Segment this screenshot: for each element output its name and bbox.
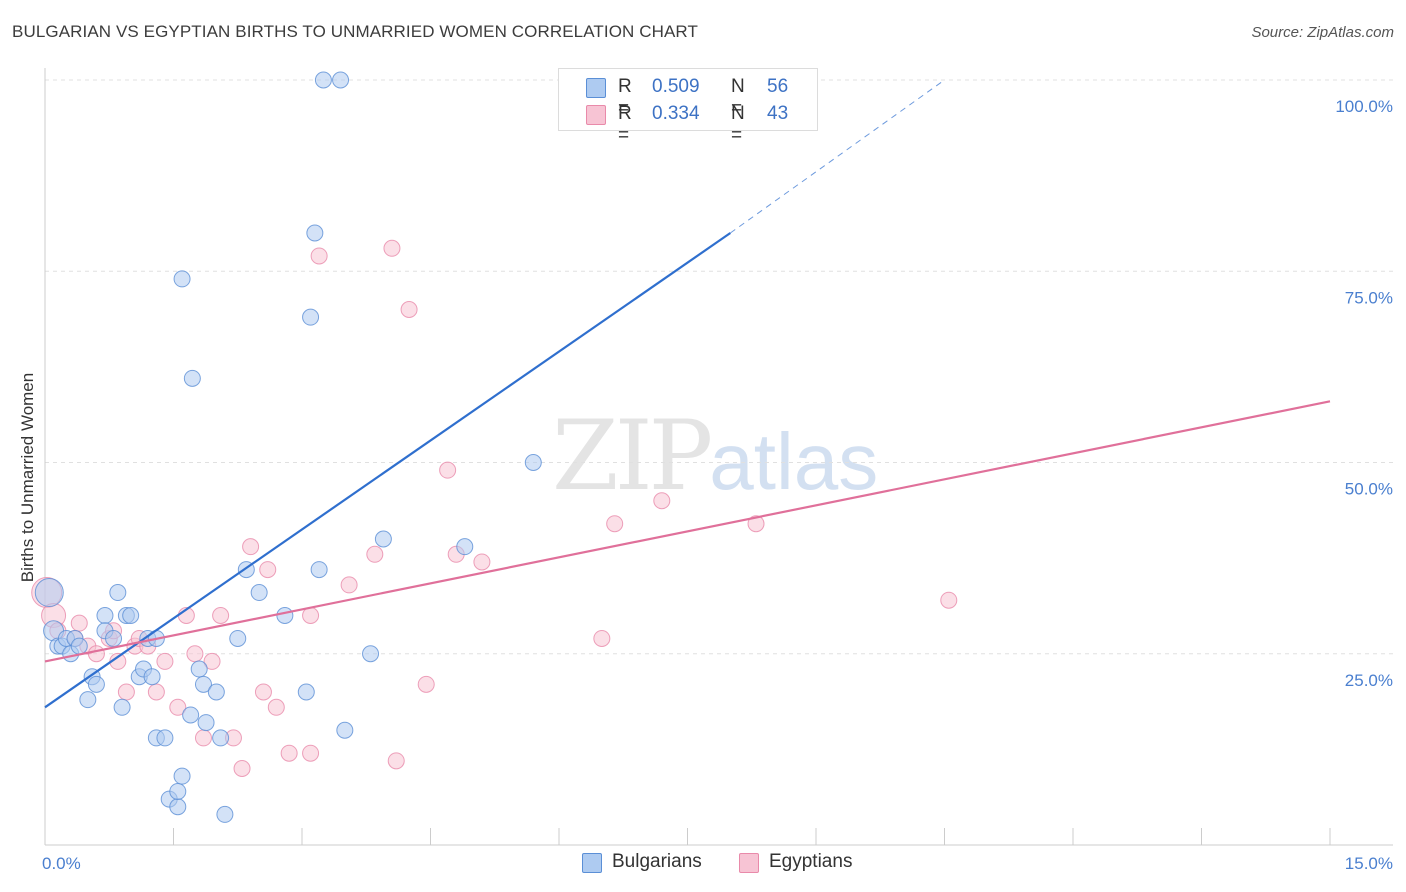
bulgarian-point — [310, 561, 328, 579]
bulgarian-point — [190, 660, 208, 678]
legend-r-label: R = — [618, 103, 632, 146]
egyptian-point — [169, 698, 187, 716]
egyptian-point — [156, 652, 174, 670]
watermark-zip: ZIP — [552, 400, 713, 512]
bulgarian-point — [182, 706, 200, 724]
bulgarian-point — [276, 607, 294, 624]
bulgarian-point — [169, 798, 187, 816]
bulgarian-point — [207, 683, 225, 701]
legend-r-value: 0.334 — [652, 103, 700, 124]
x-tick-label-min: 0.0% — [42, 854, 81, 873]
legend-r-value: 0.509 — [652, 76, 700, 97]
egyptian-point — [212, 607, 230, 624]
egyptian-point — [87, 645, 105, 663]
egyptian-point — [606, 515, 624, 533]
legend-r-label: R = — [618, 76, 632, 119]
egyptian-point — [400, 301, 418, 318]
source-label: Source: ZipAtlas.com — [1251, 24, 1394, 41]
egyptian-point — [267, 698, 285, 716]
bottom-legend-label-bulgarians: Bulgarians — [612, 851, 702, 872]
bottom-legend-swatch-bulgarians — [582, 853, 602, 873]
bottom-legend-swatch-egyptians — [739, 853, 759, 873]
egyptian-point — [593, 629, 611, 647]
bulgarian-point — [169, 782, 187, 800]
y-tick-label: 50.0% — [1345, 480, 1393, 499]
legend-swatch-egyptians — [586, 105, 606, 125]
egyptian-point — [302, 744, 320, 762]
bulgarian-point — [524, 454, 542, 471]
egyptian-point — [473, 553, 491, 571]
egyptian-point — [117, 683, 135, 701]
bulgarian-point — [336, 721, 354, 739]
bulgarian-point — [197, 714, 215, 732]
bulgarian-point — [109, 584, 127, 602]
watermark-atlas: atlas — [709, 417, 879, 506]
bulgarian-point — [173, 270, 191, 288]
bulgarian-point — [194, 675, 212, 693]
bulgarian-point — [183, 369, 201, 387]
egyptian-point — [387, 752, 405, 770]
bulgarian-point — [314, 71, 332, 89]
bulgarian-point — [34, 578, 64, 608]
egyptian-point — [383, 239, 401, 257]
egyptian-point — [940, 591, 958, 609]
bulgarian-point — [212, 729, 230, 747]
bulgarian-point — [87, 675, 105, 693]
y-axis-title: Births to Unmarried Women — [18, 373, 37, 582]
egyptian-point — [366, 545, 384, 563]
bulgarians-trend-line — [44, 232, 731, 709]
egyptian-point — [417, 675, 435, 693]
legend-swatch-bulgarians — [586, 78, 606, 98]
bulgarian-point — [297, 683, 315, 701]
egyptian-point — [747, 515, 765, 533]
y-tick-label: 25.0% — [1345, 671, 1393, 690]
bulgarian-point — [143, 668, 161, 686]
bulgarian-point — [113, 698, 131, 716]
bulgarian-point — [105, 629, 123, 647]
egyptian-point — [653, 492, 671, 510]
x-tick-label-max: 15.0% — [1345, 854, 1393, 873]
bulgarian-point — [173, 767, 191, 785]
chart-title: BULGARIAN VS EGYPTIAN BIRTHS TO UNMARRIE… — [12, 22, 698, 41]
y-tick-label: 100.0% — [1335, 97, 1393, 116]
egyptian-point — [70, 614, 88, 632]
bulgarian-point — [456, 538, 474, 556]
egyptian-point — [242, 538, 260, 556]
bulgarian-point — [96, 607, 114, 624]
bulgarian-point — [374, 530, 392, 548]
egyptian-point — [186, 645, 204, 663]
bulgarian-point — [79, 691, 97, 709]
egyptian-point — [439, 461, 457, 479]
y-tick-label: 75.0% — [1345, 288, 1393, 307]
bottom-legend-label-egyptians: Egyptians — [769, 851, 853, 872]
bulgarian-point — [302, 308, 320, 326]
bulgarian-point — [332, 71, 350, 89]
egyptian-point — [203, 652, 221, 670]
bulgarian-point — [156, 729, 174, 747]
bulgarian-point — [362, 645, 380, 663]
legend-n-label: N = — [731, 76, 745, 119]
correlation-legend: R = 0.509 N = 56 R = 0.334 N = 43 — [558, 68, 818, 146]
egyptian-point — [340, 576, 358, 594]
legend-n-label: N = — [731, 103, 745, 146]
legend-n-value: 56 — [767, 76, 789, 97]
egyptian-point — [259, 561, 277, 579]
egyptian-point — [233, 760, 251, 777]
egyptian-point — [254, 683, 272, 701]
watermark: ZIPatlas — [552, 400, 878, 512]
bulgarian-point — [306, 224, 324, 242]
bulgarian-point — [216, 805, 234, 823]
egyptian-point — [310, 247, 328, 265]
egyptian-point — [147, 683, 165, 701]
bulgarian-point — [229, 629, 247, 647]
egyptian-point — [280, 744, 298, 762]
egyptian-point — [194, 729, 212, 747]
bulgarian-point — [250, 584, 268, 602]
legend-n-value: 43 — [767, 103, 789, 124]
bulgarian-point — [70, 637, 88, 655]
egyptians-trend-line — [44, 400, 1331, 663]
bulgarian-point — [122, 607, 140, 624]
